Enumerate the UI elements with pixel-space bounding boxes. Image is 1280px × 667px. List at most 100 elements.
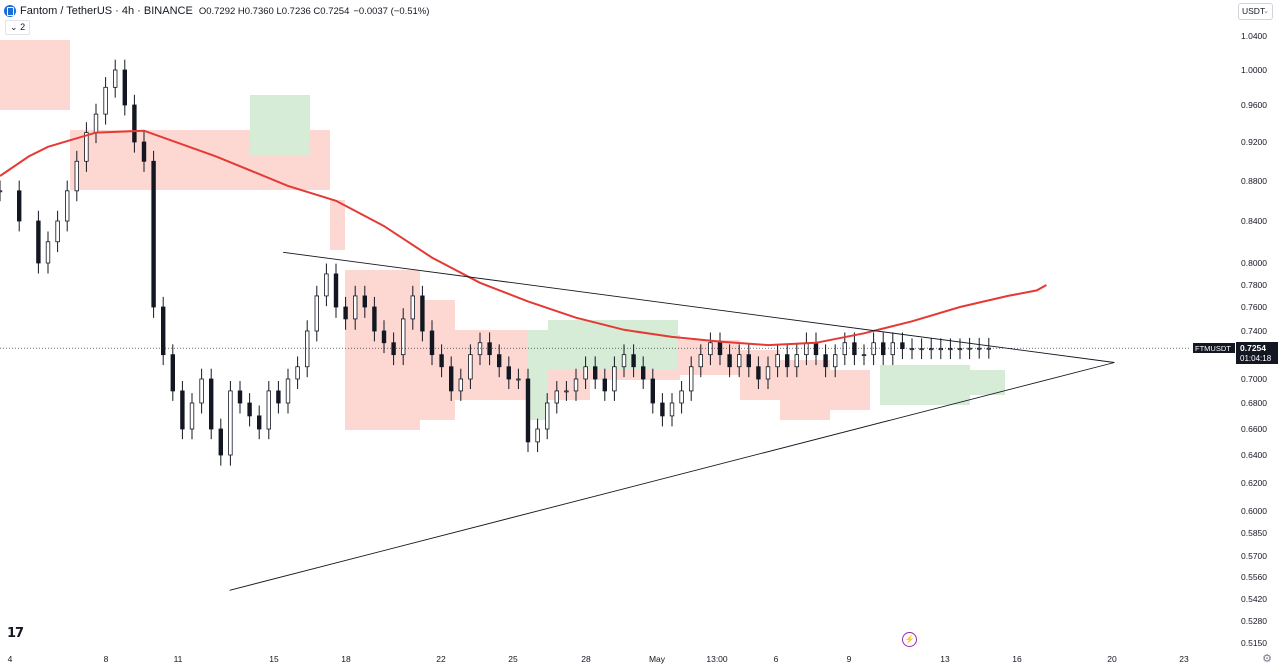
candle-body <box>93 113 99 134</box>
candle-body <box>746 354 751 368</box>
candle-body <box>506 366 511 380</box>
candle-body <box>525 378 531 443</box>
candle-body <box>852 342 857 356</box>
candle-body <box>266 390 271 430</box>
candle-body <box>372 306 377 332</box>
cloud-bear-region <box>420 300 455 420</box>
symbol-title[interactable]: Fantom / TetherUS · 4h · BINANCE <box>20 5 193 17</box>
y-tick-label: 0.7400 <box>1241 326 1267 336</box>
candle-body <box>516 378 521 381</box>
candle-body <box>304 330 310 368</box>
candle-body <box>0 190 3 193</box>
x-tick-label: 4 <box>8 654 13 664</box>
candle-body <box>237 390 243 404</box>
candle-body <box>881 342 886 356</box>
candle-body <box>103 86 108 115</box>
candle-body <box>890 342 895 356</box>
candle-body <box>295 366 300 380</box>
upper-trendline <box>283 251 1115 363</box>
y-tick-label: 0.7800 <box>1241 280 1267 290</box>
candle-body <box>420 295 425 332</box>
x-tick-label: 23 <box>1179 654 1189 664</box>
candle-body <box>641 366 646 380</box>
candle-body <box>833 354 838 368</box>
candle-body <box>36 220 41 264</box>
candle-body <box>429 330 435 356</box>
y-tick-label: 0.8400 <box>1241 216 1267 226</box>
x-tick-label: 20 <box>1107 654 1117 664</box>
y-tick-label: 0.7600 <box>1241 302 1267 312</box>
candle-body <box>631 354 636 368</box>
y-tick-label: 0.6000 <box>1241 506 1267 516</box>
candle-body <box>717 342 723 356</box>
y-tick-label: 0.6600 <box>1241 424 1267 434</box>
currency-select-value: USDT <box>1242 6 1266 16</box>
x-tick-label: 13 <box>940 654 950 664</box>
candle-body <box>256 415 262 430</box>
candle-body <box>141 141 147 162</box>
ohlc-values: O0.7292 H0.7360 L0.7236 C0.7254 <box>198 5 350 17</box>
cloud-bull-region <box>880 365 970 405</box>
candle-body <box>813 342 819 356</box>
candle-body <box>737 354 742 368</box>
tradingview-logo-icon[interactable]: 17 <box>7 626 24 641</box>
candle-body <box>458 378 463 392</box>
symbol-tag-label: FTMUSDT <box>1195 344 1231 353</box>
candle-body <box>775 354 780 368</box>
y-tick-label: 0.6800 <box>1241 398 1267 408</box>
price-tag-value: 0.7254 <box>1240 343 1266 353</box>
candle-body <box>65 190 70 222</box>
x-tick-label: 9 <box>847 654 852 664</box>
candle-body <box>698 354 703 368</box>
cloud-bear-region <box>330 200 345 250</box>
candle-body <box>708 342 713 356</box>
candle-body <box>247 402 252 417</box>
y-tick-label: 0.5420 <box>1241 594 1267 604</box>
chart-header: Fantom / TetherUS · 4h · BINANCE O0.7292… <box>4 3 429 19</box>
cloud-bear-region <box>345 270 420 430</box>
lightning-icon[interactable]: ⚡ <box>902 632 917 647</box>
cloud-bull-region <box>965 370 1005 395</box>
y-tick-label: 0.5850 <box>1241 528 1267 538</box>
candle-body <box>919 348 924 351</box>
candle-body <box>650 378 655 404</box>
currency-select[interactable]: USDT ⌄ <box>1238 3 1273 20</box>
candle-body <box>16 190 22 222</box>
candle-body <box>804 342 809 356</box>
candle-body <box>400 318 406 356</box>
candle-body <box>55 220 60 243</box>
x-tick-label: 16 <box>1012 654 1022 664</box>
y-tick-label: 0.5280 <box>1241 616 1267 626</box>
candle-body <box>938 348 943 351</box>
candle-body <box>170 354 175 392</box>
x-tick-label: 8 <box>104 654 109 664</box>
candle-body <box>871 342 876 356</box>
candle-body <box>391 342 396 356</box>
x-tick-label: 25 <box>508 654 518 664</box>
candle-body <box>410 295 415 320</box>
candle-body <box>554 390 559 404</box>
lower-trendline <box>229 362 1115 591</box>
x-tick-label: 28 <box>581 654 591 664</box>
candle-body <box>564 390 569 393</box>
indicator-count-badge[interactable]: ⌄ 2 <box>5 20 31 35</box>
candle-body <box>468 354 473 380</box>
candle-body <box>573 378 579 392</box>
candle-body <box>208 378 214 430</box>
candle-body <box>929 348 934 351</box>
candle-body <box>842 342 847 356</box>
candle-body <box>948 348 953 351</box>
gear-icon[interactable]: ⚙ <box>1262 653 1272 665</box>
candle-body <box>180 390 185 430</box>
indicator-count: 2 <box>20 22 26 32</box>
cloud-bull-region <box>250 95 310 155</box>
candle-body <box>689 366 694 392</box>
candle-body <box>535 428 540 443</box>
candle-body <box>900 342 905 350</box>
candle-body <box>132 104 137 143</box>
candle-body <box>545 402 550 430</box>
candle-body <box>957 348 963 351</box>
y-tick-label: 0.8800 <box>1241 176 1267 186</box>
candle-body <box>276 390 281 404</box>
